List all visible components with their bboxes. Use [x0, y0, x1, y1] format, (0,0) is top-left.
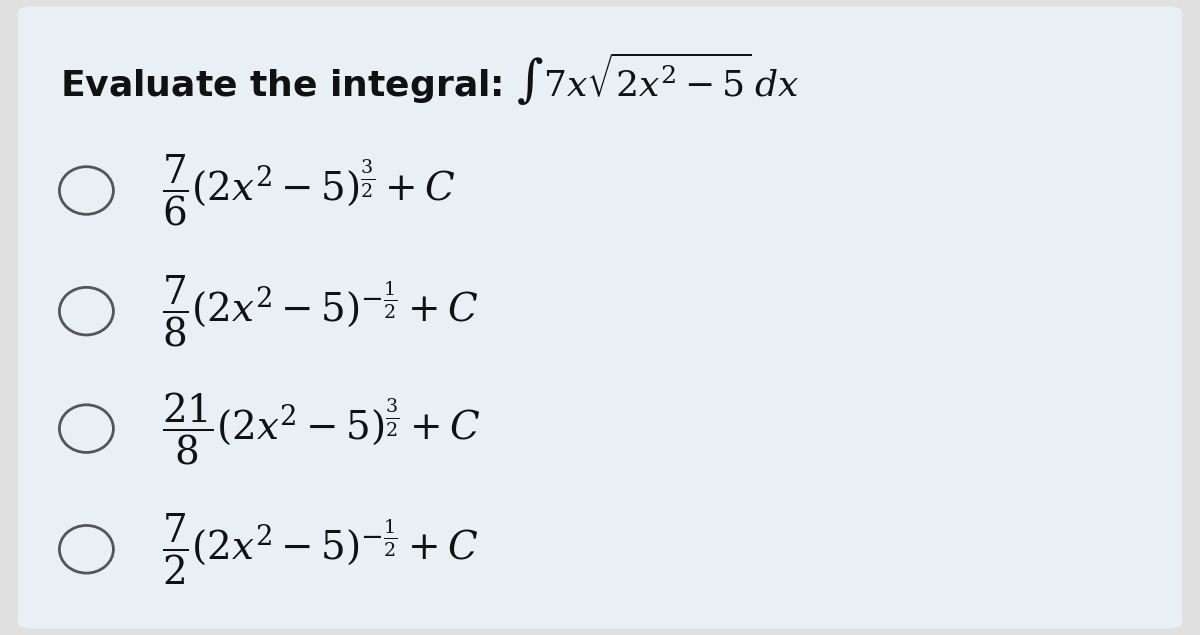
Text: Evaluate the integral: $\int 7x\sqrt{2x^2 - 5}\, dx$: Evaluate the integral: $\int 7x\sqrt{2x^…: [60, 51, 800, 108]
Text: $\dfrac{7}{2}(2x^2 - 5)^{-\frac{1}{2}} + C$: $\dfrac{7}{2}(2x^2 - 5)^{-\frac{1}{2}} +…: [162, 512, 479, 587]
Text: $\dfrac{7}{8}(2x^2 - 5)^{-\frac{1}{2}} + C$: $\dfrac{7}{8}(2x^2 - 5)^{-\frac{1}{2}} +…: [162, 274, 479, 349]
Text: $\dfrac{21}{8}(2x^2 - 5)^{\frac{3}{2}} + C$: $\dfrac{21}{8}(2x^2 - 5)^{\frac{3}{2}} +…: [162, 391, 480, 467]
Text: $\dfrac{7}{6}(2x^2 - 5)^{\frac{3}{2}} + C$: $\dfrac{7}{6}(2x^2 - 5)^{\frac{3}{2}} + …: [162, 153, 456, 228]
FancyBboxPatch shape: [18, 6, 1182, 629]
